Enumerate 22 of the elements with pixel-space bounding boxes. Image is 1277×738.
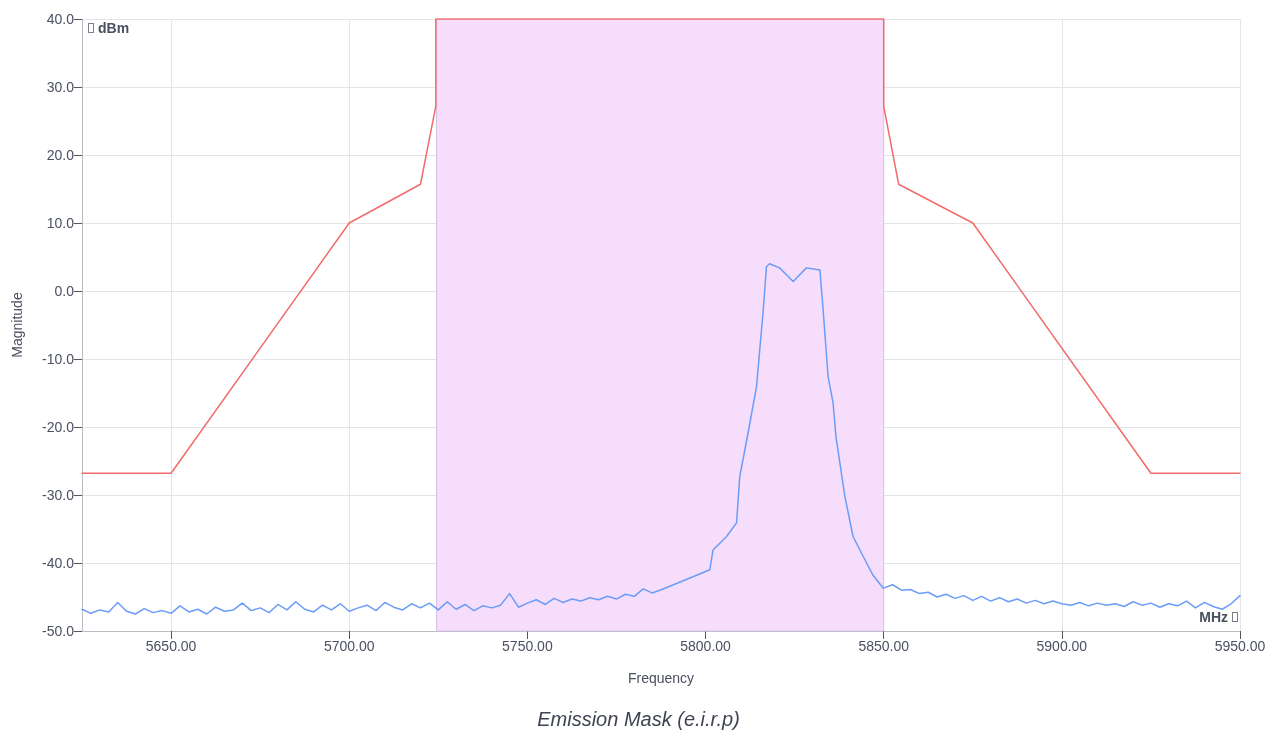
y-tick-label: 20.0 — [46, 147, 75, 163]
x-tick-label: 5750.00 — [502, 638, 553, 654]
x-tick-label: 5850.00 — [858, 638, 910, 654]
y-tick-label: 0.0 — [54, 283, 75, 299]
y-tick-label: -30.0 — [42, 487, 75, 503]
y-tick-label: 40.0 — [46, 11, 75, 27]
y-tick-label: -40.0 — [42, 555, 75, 571]
y-tick-label: -50.0 — [42, 623, 75, 639]
text: Emission Mask (e.i.r.p) — [537, 708, 740, 730]
x-tick-label: 5900.00 — [1036, 638, 1088, 654]
annotation: dBm — [98, 20, 130, 36]
x-tick-label: 5650.00 — [145, 638, 197, 654]
x-tick-label: 5700.00 — [323, 638, 375, 654]
y-axis-title: Magnitude — [9, 292, 25, 358]
y-tick-label: 10.0 — [46, 215, 75, 231]
y-tick-label: -20.0 — [42, 419, 75, 435]
x-tick-label: 5800.00 — [680, 638, 732, 654]
y-tick-label: -10.0 — [42, 351, 75, 367]
x-tick-label: 5950.00 — [1214, 638, 1266, 654]
x-axis-title: Frequency — [627, 670, 695, 686]
annotation: MHz — [1199, 609, 1228, 625]
y-tick-label: 30.0 — [46, 79, 75, 95]
